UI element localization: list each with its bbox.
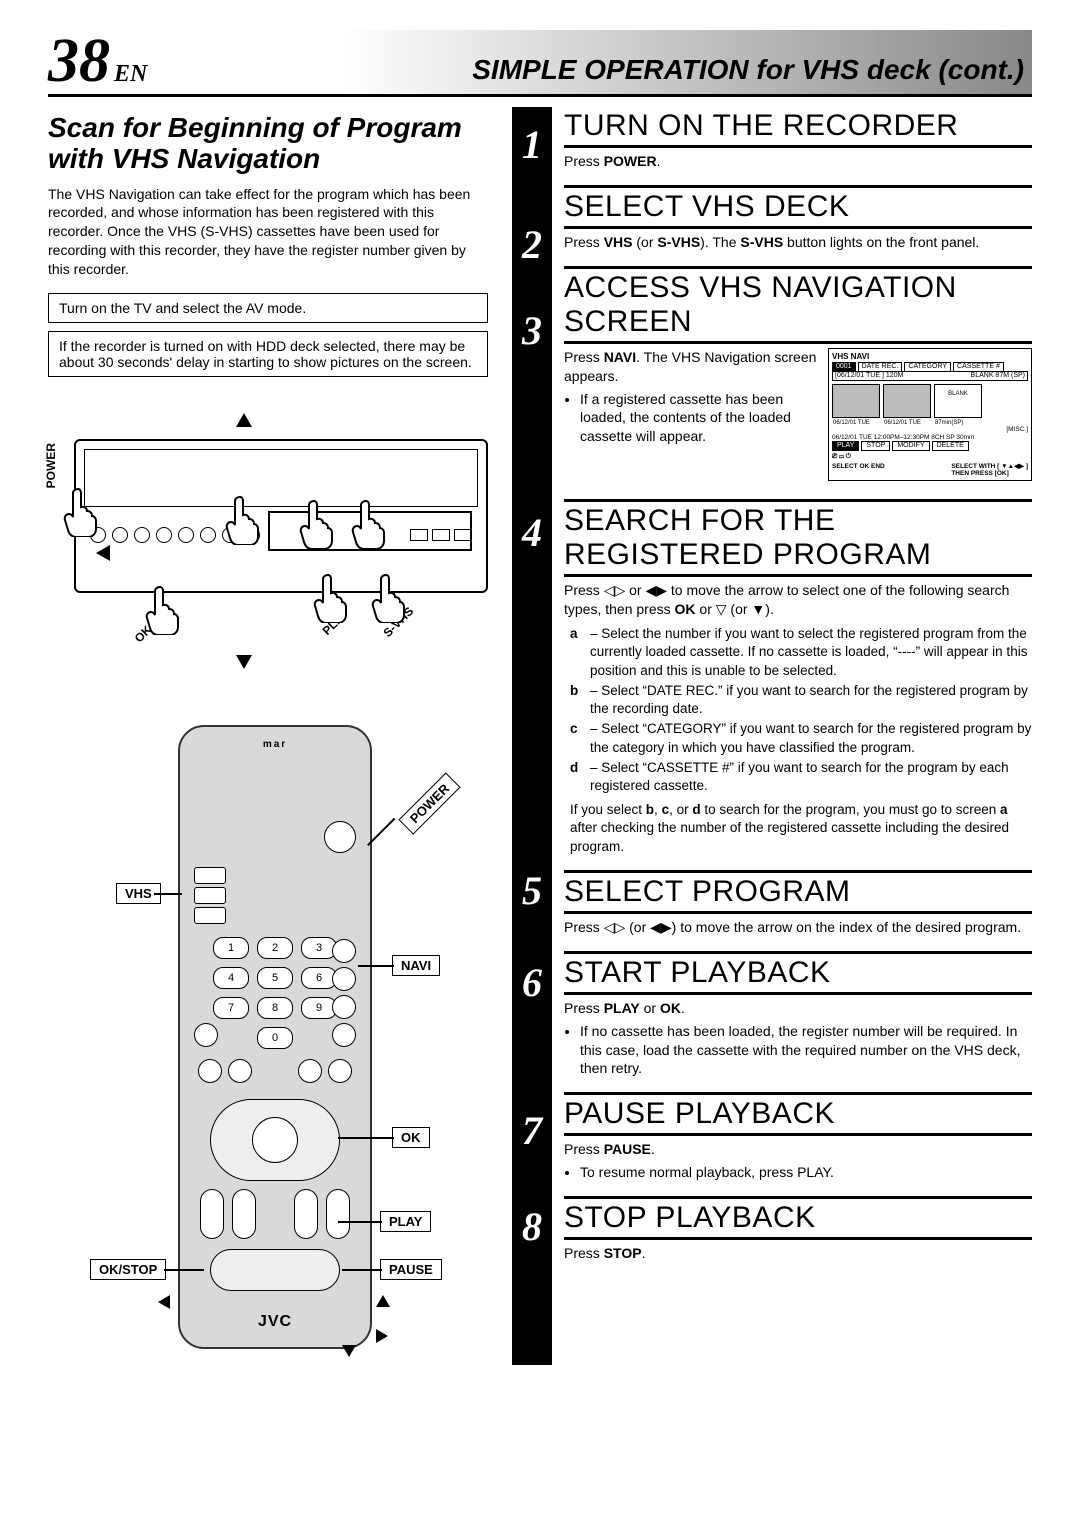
step-6: START PLAYBACK Press PLAY or OK.If no cas…: [564, 951, 1032, 1079]
hand-icon: [224, 495, 260, 545]
deck-body: [74, 439, 488, 593]
page-number: 38: [48, 30, 110, 92]
hand-icon: [312, 573, 348, 623]
hand-icon: [350, 499, 386, 549]
step-1: TURN ON THE RECORDER Press POWER.: [564, 107, 1032, 171]
search-option: d– Select “CASSETTE #” if you want to se…: [570, 759, 1032, 795]
step-number: 5: [522, 867, 542, 914]
arrow-down-icon: [236, 655, 252, 669]
search-option: c– Select “CATEGORY” if you want to sear…: [570, 720, 1032, 756]
step-body: VHS NAVI 0001 DATE REC. CATEGORY CASSETT…: [564, 348, 1032, 486]
note-tv-av: Turn on the TV and select the AV mode.: [48, 293, 488, 323]
step-7: PAUSE PLAYBACK Press PAUSE.To resume norm…: [564, 1092, 1032, 1182]
step-5: SELECT PROGRAM Press ◁▷ (or ◀▶) to move t…: [564, 870, 1032, 937]
remote-brand-top: mar: [263, 739, 287, 750]
search-option: a– Select the number if you want to sele…: [570, 625, 1032, 680]
arrow-left-icon: [158, 1295, 170, 1309]
step-title: STOP PLAYBACK: [564, 1196, 1032, 1235]
step-number: 8: [522, 1203, 542, 1250]
section-title: Scan for Beginning of Program with VHS N…: [48, 113, 488, 175]
step-body: Press STOP.: [564, 1244, 1032, 1263]
step-2: SELECT VHS DECK Press VHS (or S-VHS). The…: [564, 185, 1032, 252]
vhs-deck-illustration: POWER NAVI STOP PAUSE: [48, 395, 488, 685]
step-number: 3: [522, 307, 542, 354]
step-body: Press ◁▷ or ◀▶ to move the arrow to sele…: [564, 581, 1032, 855]
step-body: Press POWER.: [564, 152, 1032, 171]
step-body: Press VHS (or S-VHS). The S-VHS button l…: [564, 233, 1032, 252]
callout-okstop: OK/STOP: [90, 1259, 166, 1280]
step-number: 1: [522, 121, 542, 168]
arrow-up-icon: [236, 413, 252, 427]
ok-ring: [210, 1099, 340, 1181]
step-4: SEARCH FOR THE REGISTERED PROGRAM Press ◁…: [564, 499, 1032, 855]
arrow-up-icon: [376, 1295, 390, 1307]
step-bullet: To resume normal playback, press PLAY.: [580, 1163, 1032, 1182]
transport-ring: [210, 1249, 340, 1291]
arrow-left-icon: [96, 545, 110, 561]
lang-code: EN: [114, 61, 147, 88]
step-number: 4: [522, 509, 542, 556]
callout-pause: PAUSE: [380, 1259, 442, 1280]
step-3: ACCESS VHS NAVIGATION SCREEN VHS NAVI 00…: [564, 266, 1032, 486]
step-number-column: 1 2 3 4 5 6 7 8: [512, 107, 552, 1365]
callout-play: PLAY: [380, 1211, 431, 1232]
step-number: 2: [522, 221, 542, 268]
step-note: If you select b, c, or d to search for t…: [570, 801, 1032, 856]
callout-ok: OK: [392, 1127, 430, 1148]
page-header: 38 EN SIMPLE OPERATION for VHS deck (con…: [48, 30, 1032, 97]
step-title: START PLAYBACK: [564, 951, 1032, 990]
hand-icon: [144, 585, 180, 635]
step-title: ACCESS VHS NAVIGATION SCREEN: [564, 266, 1032, 339]
arrow-down-icon: [342, 1345, 356, 1357]
header-title: SIMPLE OPERATION for VHS deck (cont.): [472, 54, 1032, 92]
step-number: 7: [522, 1107, 542, 1154]
label-power: POWER: [44, 443, 58, 488]
step-body: Press PAUSE.To resume normal playback, p…: [564, 1140, 1032, 1182]
remote-illustration: mar 123 456 789 0: [48, 725, 488, 1365]
search-option: b– Select “DATE REC.” if you want to sea…: [570, 682, 1032, 718]
step-number: 6: [522, 959, 542, 1006]
callout-navi: NAVI: [392, 955, 440, 976]
callout-power: POWER: [398, 772, 460, 834]
remote-logo: JVC: [258, 1313, 292, 1331]
vhs-navi-screen: VHS NAVI 0001 DATE REC. CATEGORY CASSETT…: [828, 348, 1032, 482]
power-button: [324, 821, 356, 853]
hand-icon: [62, 487, 98, 537]
arrow-right-icon: [376, 1329, 388, 1343]
step-body: Press PLAY or OK.If no cassette has been…: [564, 999, 1032, 1079]
step-title: PAUSE PLAYBACK: [564, 1092, 1032, 1131]
hand-icon: [298, 499, 334, 549]
step-title: SEARCH FOR THE REGISTERED PROGRAM: [564, 499, 1032, 572]
step-8: STOP PLAYBACK Press STOP.: [564, 1196, 1032, 1263]
step-title: TURN ON THE RECORDER: [564, 107, 1032, 143]
step-body: Press ◁▷ (or ◀▶) to move the arrow on th…: [564, 918, 1032, 937]
intro-paragraph: The VHS Navigation can take effect for t…: [48, 185, 488, 279]
step-title: SELECT PROGRAM: [564, 870, 1032, 909]
remote-numpad: 123 456 789 0: [213, 937, 337, 1049]
hand-icon: [370, 573, 406, 623]
step-bullet: If no cassette has been loaded, the regi…: [580, 1022, 1032, 1079]
note-hdd-delay: If the recorder is turned on with HDD de…: [48, 331, 488, 377]
step-title: SELECT VHS DECK: [564, 185, 1032, 224]
